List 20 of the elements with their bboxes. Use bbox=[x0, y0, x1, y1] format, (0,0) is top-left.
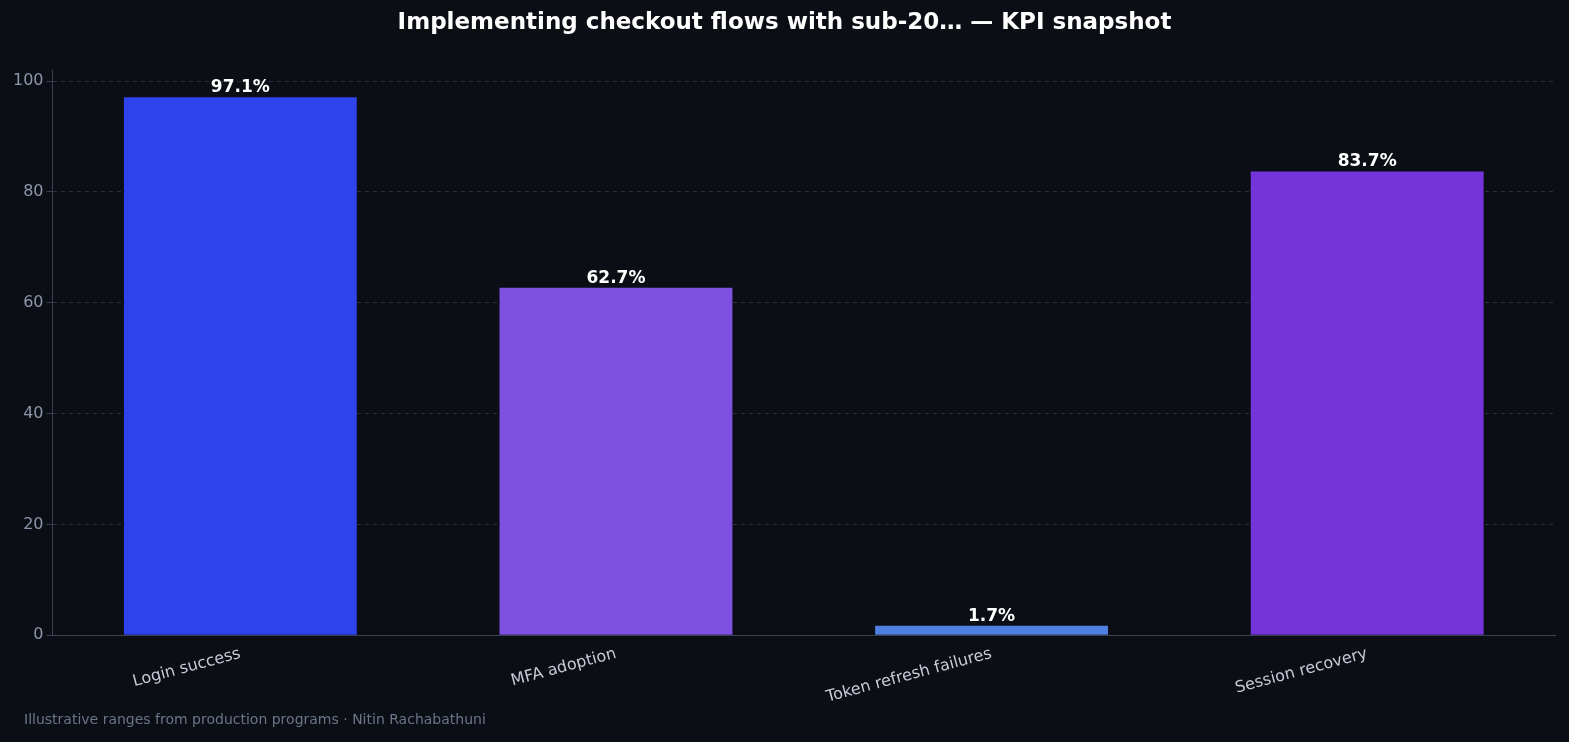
x-tick-label: Session recovery bbox=[1232, 643, 1370, 697]
x-tick-label: MFA adoption bbox=[508, 643, 619, 690]
y-tick-label: 40 bbox=[23, 402, 44, 422]
data-label: 97.1% bbox=[210, 76, 270, 97]
bar bbox=[123, 97, 357, 635]
text: Illustrative ranges from production programs · Nitin Rachabathuni bbox=[24, 711, 486, 727]
x-tick-label: Login success bbox=[130, 643, 243, 691]
y-tick-label: 80 bbox=[23, 181, 44, 201]
data-label: 83.7% bbox=[1337, 150, 1397, 171]
y-tick-label: 0 bbox=[33, 624, 44, 644]
data-label: 62.7% bbox=[586, 266, 646, 287]
bar bbox=[499, 287, 733, 635]
bar bbox=[1250, 171, 1484, 635]
x-tick-label: Token refresh failures bbox=[822, 643, 994, 706]
y-tick-label: 20 bbox=[23, 513, 44, 533]
y-tick-label: 100 bbox=[12, 70, 44, 90]
bar bbox=[875, 625, 1109, 635]
chart-title: Implementing checkout flows with sub-20… — KPI snapshot bbox=[396, 8, 1173, 34]
y-tick-label: 60 bbox=[23, 291, 44, 311]
data-label: 1.7% bbox=[968, 604, 1016, 625]
